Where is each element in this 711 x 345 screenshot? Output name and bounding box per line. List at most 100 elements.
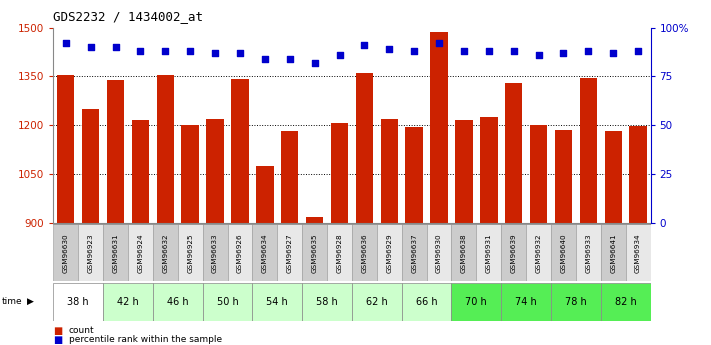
Point [358,42,370,48]
Bar [103,224,128,281]
Bar [153,224,178,281]
Bar [256,166,274,345]
Bar [156,75,174,345]
Bar [107,80,124,345]
Bar [380,119,398,345]
Bar [451,224,476,281]
Text: GSM96634: GSM96634 [262,233,268,273]
Bar [228,224,252,281]
Point [557,50,569,56]
Bar [153,283,203,321]
Bar [103,283,153,321]
Text: ■: ■ [53,326,63,335]
Bar [430,32,448,345]
Bar [356,73,373,345]
Bar [555,130,572,345]
Bar [551,224,576,281]
Point [60,40,71,46]
Bar [352,283,402,321]
Bar [551,283,601,321]
Text: 46 h: 46 h [167,297,188,307]
Bar [601,283,651,321]
Text: 58 h: 58 h [316,297,338,307]
Bar [427,224,451,281]
Bar [501,224,526,281]
Bar [604,131,622,345]
Text: GSM96635: GSM96635 [311,233,318,273]
Point [458,48,469,54]
Bar [352,224,377,281]
Text: count: count [69,326,95,335]
Bar [57,75,75,345]
Bar [601,224,626,281]
Bar [231,79,249,345]
Bar [501,283,551,321]
Point [383,46,395,52]
Bar [402,283,451,321]
Text: ■: ■ [53,335,63,345]
Point [234,50,245,56]
Bar [327,224,352,281]
Point [433,40,444,46]
Text: percentile rank within the sample: percentile rank within the sample [69,335,222,344]
Bar [181,125,199,345]
Bar [78,224,103,281]
Text: 50 h: 50 h [217,297,238,307]
Bar [405,127,423,345]
Text: GSM96632: GSM96632 [162,233,169,273]
Point [483,48,494,54]
Point [408,48,419,54]
Point [508,48,519,54]
Text: GSM96638: GSM96638 [461,233,467,273]
Bar [306,217,324,345]
Bar [526,224,551,281]
Text: 78 h: 78 h [565,297,587,307]
Bar [476,224,501,281]
Point [632,48,643,54]
Bar [252,283,302,321]
Bar [455,120,473,345]
Text: GSM96925: GSM96925 [187,233,193,273]
Text: GSM96933: GSM96933 [585,233,592,273]
Bar [206,119,224,345]
Text: GSM96633: GSM96633 [212,233,218,273]
Text: GSM96924: GSM96924 [137,233,144,273]
Bar [331,123,348,345]
Point [607,50,619,56]
Text: GSM96631: GSM96631 [112,233,119,273]
Point [209,50,220,56]
Bar [302,224,327,281]
Bar [281,131,299,345]
Bar [505,83,523,345]
Text: GSM96932: GSM96932 [535,233,542,273]
Point [309,60,320,66]
Bar [451,283,501,321]
Text: GSM96640: GSM96640 [560,233,567,273]
Text: GSM96928: GSM96928 [336,233,343,273]
Bar [576,224,601,281]
Point [333,52,345,58]
Text: 62 h: 62 h [366,297,387,307]
Bar [579,78,597,345]
Bar [480,117,498,345]
Bar [178,224,203,281]
Bar [203,283,252,321]
Bar [530,125,547,345]
Text: GSM96637: GSM96637 [411,233,417,273]
Point [109,44,121,50]
Point [184,48,196,54]
Point [134,48,146,54]
Text: ▶: ▶ [27,297,34,306]
Text: 66 h: 66 h [416,297,437,307]
Text: GSM96636: GSM96636 [361,233,368,273]
Bar [132,120,149,345]
Text: GSM96641: GSM96641 [610,233,616,273]
Point [582,48,594,54]
Text: 70 h: 70 h [466,297,487,307]
Bar [302,283,352,321]
Bar [626,224,651,281]
Bar [277,224,302,281]
Text: 38 h: 38 h [68,297,89,307]
Point [533,52,544,58]
Bar [252,224,277,281]
